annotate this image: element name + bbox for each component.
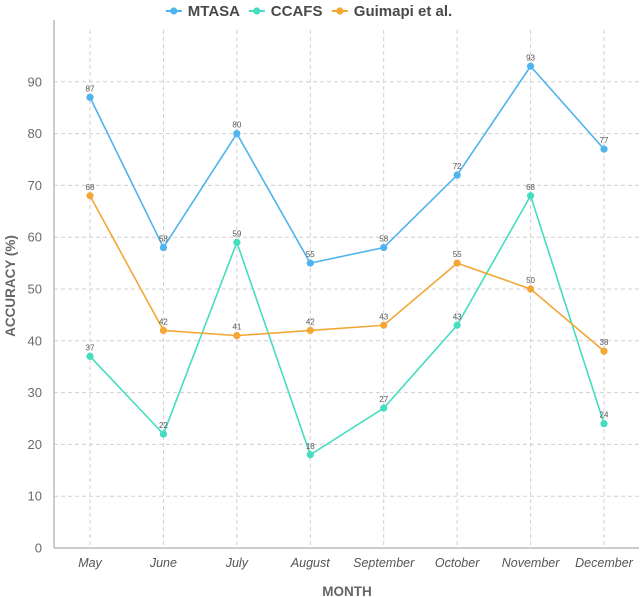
data-point-ccafs [380, 404, 388, 412]
data-label-mtasa: 58 [379, 235, 388, 244]
x-axis-title: MONTH [322, 584, 372, 597]
legend: MTASA CCAFS Guimapi et al. [165, 3, 452, 20]
data-point-mtasa [380, 243, 388, 252]
legend-swatch-marker-ccafs [253, 7, 261, 15]
y-tick-label-60: 60 [28, 230, 42, 245]
y-tick-label-10: 10 [28, 489, 42, 504]
data-label-guimapi-et-al: 42 [159, 317, 168, 326]
y-tick-label-20: 20 [28, 437, 42, 452]
data-point-mtasa [86, 93, 94, 101]
x-tick-label-july: July [225, 556, 249, 570]
data-point-mtasa [233, 130, 241, 138]
y-tick-label-50: 50 [28, 282, 42, 297]
series-line-mtasa [89, 65, 605, 264]
data-point-guimapi-et-al [306, 326, 314, 335]
axes [53, 20, 639, 549]
data-point-guimapi-et-al [159, 326, 168, 335]
data-label-mtasa: 80 [232, 121, 241, 130]
x-tick-label-september: September [353, 556, 415, 570]
data-label-ccafs: 24 [600, 411, 609, 420]
series-points [86, 62, 608, 459]
data-point-ccafs [526, 192, 535, 200]
data-label-ccafs: 27 [379, 395, 388, 404]
data-label-guimapi-et-al: 42 [306, 317, 315, 326]
y-tick-label-40: 40 [28, 333, 42, 348]
data-label-mtasa: 58 [159, 235, 168, 244]
data-point-ccafs [453, 321, 461, 329]
data-label-ccafs: 22 [159, 421, 168, 430]
legend-label-guimapi-et-al: Guimapi et al. [354, 3, 452, 20]
y-tick-label-70: 70 [28, 178, 42, 193]
legend-swatch-marker-mtasa [170, 7, 178, 15]
data-point-ccafs [600, 420, 608, 428]
y-axis-title: ACCURACY (%) [3, 235, 18, 337]
data-point-guimapi-et-al [526, 285, 535, 293]
data-point-mtasa [306, 259, 314, 267]
data-point-guimapi-et-al [600, 347, 608, 355]
data-point-guimapi-et-al [233, 332, 241, 340]
data-label-ccafs: 43 [453, 312, 462, 321]
x-axis-ticks: May June July August September October Novembe… [78, 556, 633, 570]
x-tick-label-december: December [575, 556, 633, 570]
series-lines [89, 65, 605, 456]
y-tick-label-80: 80 [28, 126, 42, 141]
data-label-mtasa: 55 [306, 250, 315, 259]
y-axis-ticks: 0 10 20 30 40 50 60 70 80 90 [28, 74, 42, 555]
data-label-guimapi-et-al: 38 [600, 338, 609, 347]
x-tick-label-november: November [502, 556, 560, 570]
x-tick-label-october: October [435, 556, 480, 570]
data-label-guimapi-et-al: 50 [526, 276, 535, 285]
data-label-guimapi-et-al: 43 [379, 312, 388, 321]
series-line-guimapi-et-al [89, 195, 605, 352]
data-point-guimapi-et-al [86, 192, 94, 200]
data-point-guimapi-et-al [453, 259, 461, 267]
legend-label-mtasa: MTASA [188, 3, 240, 20]
data-point-mtasa [526, 62, 535, 70]
data-label-mtasa: 93 [526, 53, 535, 62]
x-tick-label-may: May [78, 556, 102, 570]
data-label-mtasa: 72 [453, 162, 462, 171]
x-tick-label-august: August [290, 556, 330, 570]
legend-swatch-marker-guimapi-et-al [336, 7, 344, 15]
data-label-ccafs: 37 [86, 343, 95, 352]
data-point-ccafs [306, 451, 314, 459]
y-tick-label-30: 30 [28, 385, 42, 400]
data-point-ccafs [233, 238, 241, 246]
data-point-ccafs [159, 430, 168, 438]
y-tick-label-90: 90 [28, 74, 42, 89]
series-line-ccafs [89, 194, 605, 456]
data-label-mtasa: 87 [86, 84, 95, 93]
y-tick-label-0: 0 [35, 541, 42, 556]
data-point-ccafs [86, 352, 94, 360]
grid [54, 30, 639, 548]
data-label-guimapi-et-al: 55 [453, 250, 462, 259]
legend-label-ccafs: CCAFS [271, 3, 323, 20]
data-label-ccafs: 18 [306, 442, 315, 451]
data-label-ccafs: 59 [232, 229, 241, 238]
data-label-ccafs: 68 [526, 183, 535, 192]
data-label-guimapi-et-al: 68 [86, 183, 95, 192]
data-labels: 87 58 80 55 58 72 93 77 37 22 59 18 27 43 68 24 68 42 41 42… [86, 53, 609, 451]
data-label-guimapi-et-al: 41 [232, 323, 241, 332]
data-point-mtasa [159, 243, 168, 252]
data-point-guimapi-et-al [380, 321, 388, 329]
data-label-mtasa: 77 [600, 136, 609, 145]
data-point-mtasa [600, 145, 608, 153]
x-tick-label-june: June [149, 556, 177, 570]
data-point-mtasa [453, 171, 461, 179]
